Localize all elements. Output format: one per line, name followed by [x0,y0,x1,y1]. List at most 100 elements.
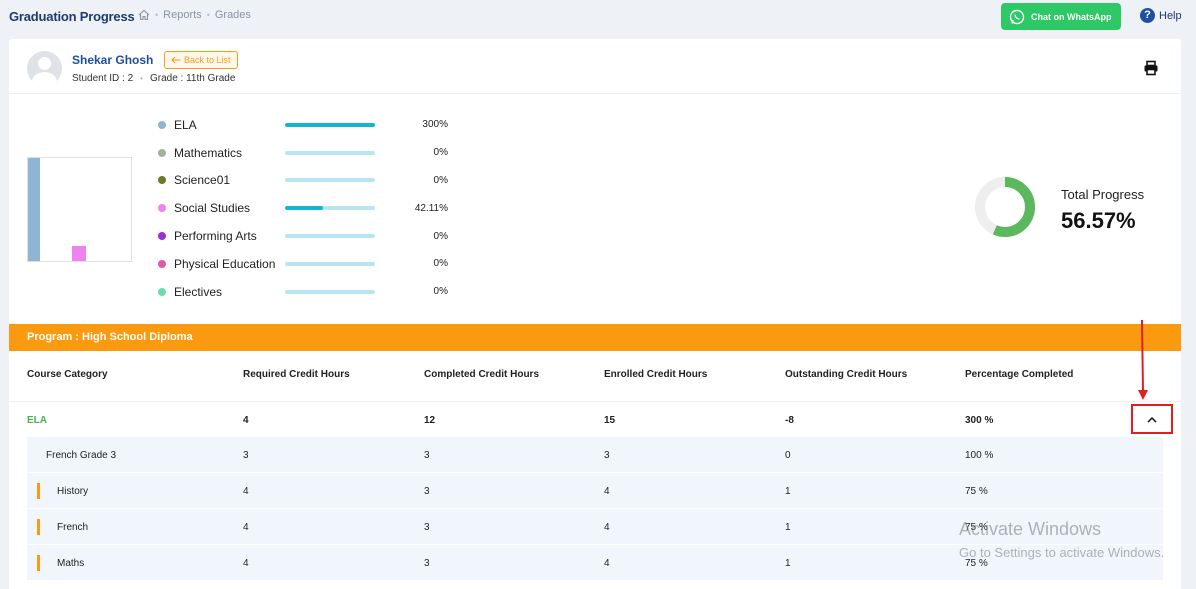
subject-percent: 0% [433,174,448,186]
category-name: ELA [27,415,47,426]
student-grade: Grade : 11th Grade [149,73,236,84]
percentage-completed: 100 % [965,450,994,461]
subject-progress-track [285,150,375,155]
course-name: Maths [57,558,85,569]
total-progress-donut [975,177,1035,237]
subject-progress-fill [285,206,323,211]
collapse-toggle-button[interactable] [1131,404,1173,434]
subject-row: Social Studies 42.11% [158,194,458,222]
column-required-credit-hours: Required Credit Hours [243,369,350,380]
student-name: Shekar Ghosh [72,53,154,67]
course-rows: French Grade 3 3 3 3 0 100 % History 4 3 4 1 75 % Fr… [27,437,1163,581]
course-row[interactable]: French Grade 3 3 3 3 0 100 % [27,437,1163,473]
back-to-list-button[interactable]: Back to List [164,51,238,69]
subject-percent: 0% [433,230,448,242]
total-progress-label: Total Progress [1061,187,1145,202]
enrolled-credit-hours: 15 [604,415,616,426]
breadcrumb-separator: • [155,10,159,20]
legend-dot [158,232,166,241]
subject-name: Physical Education [174,256,276,271]
completed-credit-hours: 3 [424,486,430,497]
course-name: French Grade 3 [46,450,117,461]
subject-name: Science01 [174,173,231,188]
subject-name: Social Studies [174,201,251,216]
category-row-ela[interactable]: ELA 4 12 15 -8 300 % [9,403,1181,437]
outstanding-credit-hours: 0 [785,450,791,461]
course-name: History [57,486,89,497]
table-header: Course Category Required Credit Hours Co… [9,351,1181,402]
breadcrumb-grades: Grades [214,9,251,21]
home-icon[interactable] [138,9,150,21]
subject-percent: 42.11% [414,202,448,214]
subject-percent: 0% [433,258,448,270]
subject-percent: 300% [422,119,448,131]
legend-dot [158,287,166,296]
course-row[interactable]: French 4 3 4 1 75 % [27,509,1163,545]
column-percentage-completed: Percentage Completed [965,369,1074,380]
legend-dot [158,148,166,157]
subject-progress-track [285,178,375,183]
subject-progress-track [285,234,375,239]
required-credit-hours: 3 [243,450,249,461]
student-id: Student ID : 2 [72,73,134,84]
course-row[interactable]: History 4 3 4 1 75 % [27,473,1163,509]
student-header: Shekar Ghosh Back to List Student ID : 2… [9,39,1181,94]
mini-chart-bar [72,246,86,261]
subject-row: Mathematics 0% [158,139,458,167]
column-course-category: Course Category [27,369,108,380]
enrolled-credit-hours: 3 [604,450,610,461]
course-marker [37,555,40,571]
column-outstanding-credit-hours: Outstanding Credit Hours [785,369,908,380]
total-progress-value: 56.57% [1061,208,1136,233]
top-bar: Graduation Progress • Reports • Grades C… [0,0,1196,34]
enrolled-credit-hours: 4 [604,486,610,497]
breadcrumb-reports[interactable]: Reports [163,9,202,21]
help-link[interactable]: ? Help [1140,8,1182,23]
legend-dot [158,120,166,129]
breadcrumb-separator: • [206,10,210,20]
breadcrumb: • Reports • Grades [138,9,251,21]
column-enrolled-credit-hours: Enrolled Credit Hours [604,369,708,380]
percentage-completed: 300 % [965,415,994,426]
legend-dot [158,204,166,213]
subject-progress-track [285,289,375,294]
subject-mini-chart [27,157,132,262]
course-name: French [57,522,89,533]
course-row[interactable]: Maths 4 3 4 1 75 % [27,545,1163,581]
column-completed-credit-hours: Completed Credit Hours [424,369,540,380]
help-label: Help [1159,9,1182,22]
outstanding-credit-hours: -8 [785,415,794,426]
outstanding-credit-hours: 1 [785,486,791,497]
course-marker [37,519,40,535]
subject-progress-track [285,261,375,266]
student-meta: Student ID : 2 • Grade : 11th Grade [72,73,235,84]
percentage-completed: 75 % [965,558,988,569]
activation-watermark-title: Activate Windows [959,519,1102,539]
subject-row: Science01 0% [158,167,458,195]
completed-credit-hours: 12 [424,415,436,426]
chat-whatsapp-button[interactable]: Chat on WhatsApp [1001,3,1121,30]
required-credit-hours: 4 [243,522,249,533]
outstanding-credit-hours: 1 [785,558,791,569]
subject-name: ELA [174,117,197,132]
page-title: Graduation Progress [9,9,135,24]
print-icon[interactable] [1143,60,1159,76]
enrolled-credit-hours: 4 [604,522,610,533]
required-credit-hours: 4 [243,415,249,426]
completed-credit-hours: 3 [424,450,430,461]
outstanding-credit-hours: 1 [785,522,791,533]
donut-progress-arc [975,177,1035,237]
subject-row: Physical Education 0% [158,250,458,278]
legend-dot [158,176,166,185]
required-credit-hours: 4 [243,558,249,569]
meta-separator: • [140,74,143,83]
subject-progress-fill [285,122,375,127]
subject-name: Mathematics [174,145,243,160]
subject-row: ELA 300% [158,111,458,139]
subject-name: Performing Arts [174,229,257,244]
help-icon: ? [1140,8,1155,23]
back-to-list-label: Back to List [184,55,231,65]
arrow-left-icon [171,56,181,64]
program-bar: Program : High School Diploma [9,324,1181,351]
completed-credit-hours: 3 [424,558,430,569]
